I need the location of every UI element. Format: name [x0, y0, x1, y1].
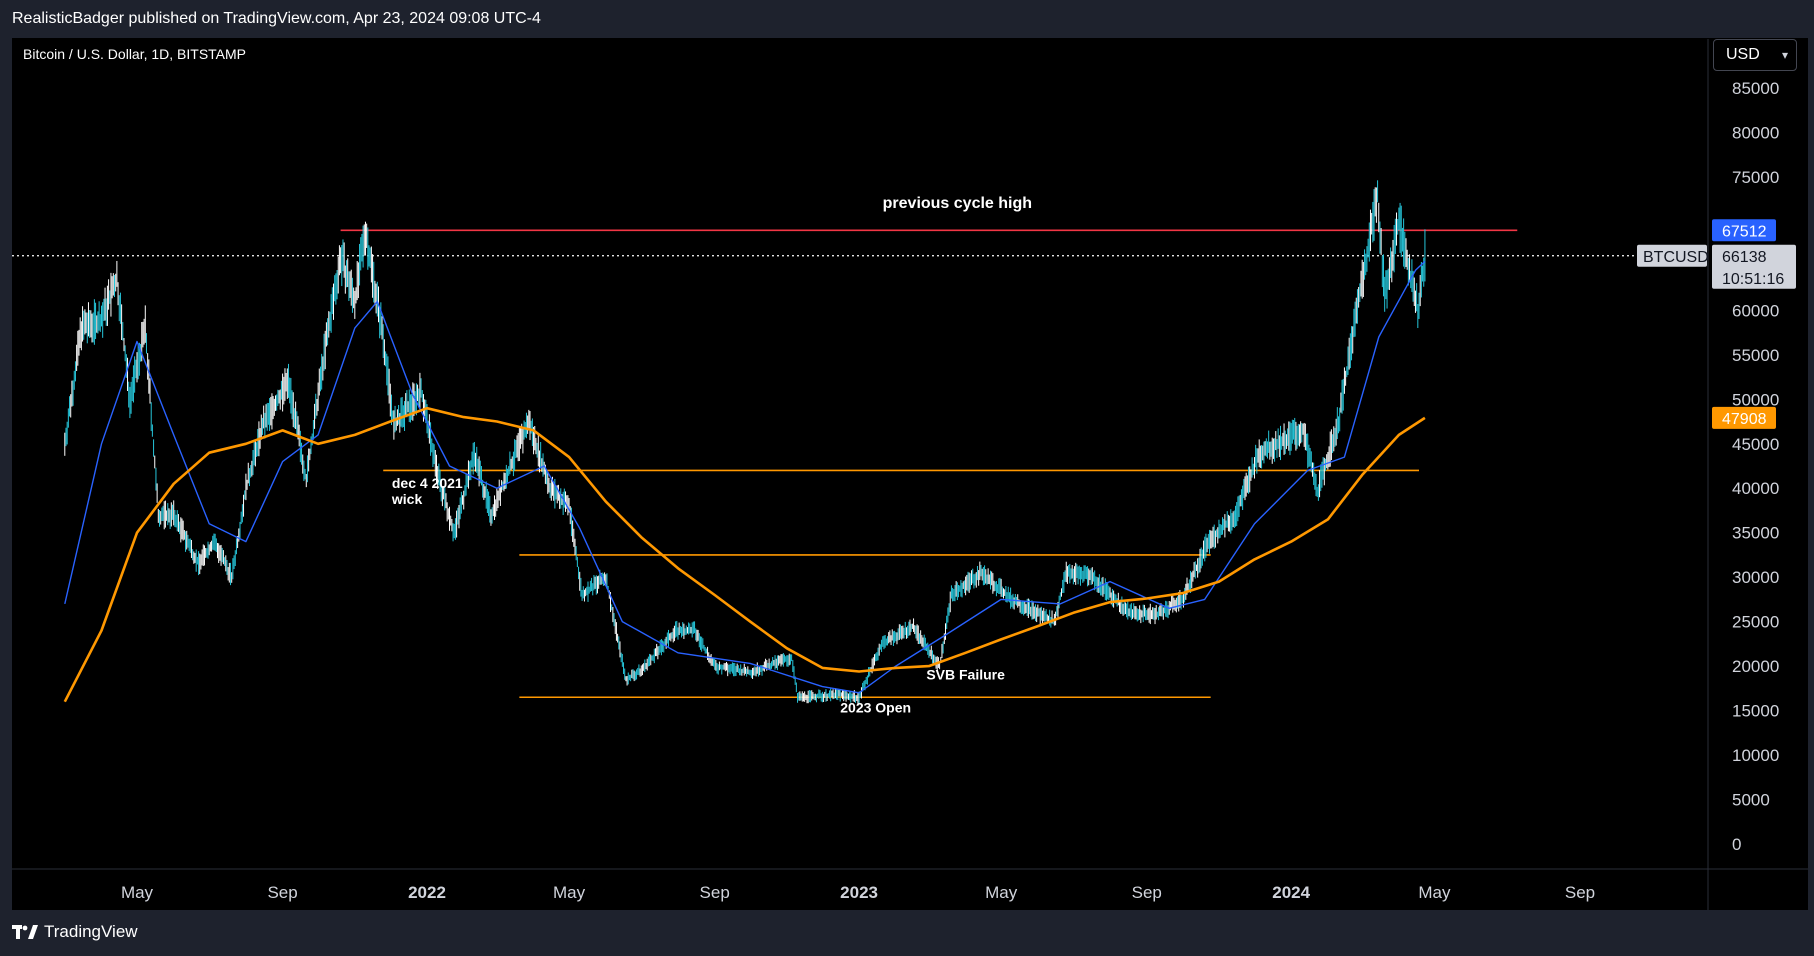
ma-fast-line	[64, 260, 1426, 694]
y-tick-label: 60000	[1732, 301, 1779, 320]
x-tick-label: May	[121, 883, 154, 902]
currency-selector[interactable]: USD ▾	[1713, 39, 1797, 71]
y-tick-label: 25000	[1732, 613, 1779, 632]
y-tick-label: 0	[1732, 835, 1741, 854]
x-tick-label: May	[553, 883, 586, 902]
y-tick-label: 55000	[1732, 346, 1779, 365]
brand-label: TradingView	[44, 922, 138, 941]
x-tick-label: Sep	[700, 883, 730, 902]
ma-slow-line	[63, 406, 1426, 703]
annotation-label: SVB Failure	[926, 666, 1005, 682]
y-tick-label: 15000	[1732, 702, 1779, 721]
symbol-tag-box	[1637, 244, 1707, 267]
symbol-tag-label: BTCUSD	[1643, 249, 1709, 266]
price-tag-value: 67512	[1722, 223, 1767, 240]
y-tick-label: 30000	[1732, 568, 1779, 587]
annotation-label: previous cycle high	[883, 195, 1032, 212]
x-tick-label: Sep	[1132, 883, 1162, 902]
y-tick-label: 20000	[1732, 657, 1779, 676]
y-tick-label: 45000	[1732, 435, 1779, 454]
currency-label: USD	[1726, 46, 1760, 63]
tradingview-icon	[12, 925, 38, 939]
annotation-label: 2023 Open	[840, 699, 911, 715]
y-tick-label: 75000	[1732, 168, 1779, 187]
price-tag: 47908	[1712, 406, 1776, 429]
x-tick-label: 2022	[408, 883, 446, 902]
footer	[0, 910, 1814, 956]
x-tick-label: May	[1418, 883, 1451, 902]
plot-area	[12, 180, 1708, 704]
annotation-label: wick	[391, 491, 423, 507]
countdown-value: 10:51:16	[1722, 271, 1784, 288]
y-tick-label: 35000	[1732, 524, 1779, 543]
last-price-box	[1712, 244, 1796, 289]
annotation-label: dec 4 2021	[392, 475, 463, 491]
x-tick-label: Sep	[1565, 883, 1595, 902]
x-tick-label: May	[985, 883, 1018, 902]
chevron-down-icon: ▾	[1781, 48, 1788, 62]
published-line: RealisticBadger published on TradingView…	[0, 0, 1814, 38]
price-tag-value: 47908	[1722, 411, 1767, 428]
y-tick-label: 40000	[1732, 479, 1779, 498]
candles-group	[64, 180, 1426, 704]
y-tick-label: 85000	[1732, 79, 1779, 98]
tradingview-logo[interactable]: TradingView	[12, 922, 138, 942]
y-tick-label: 50000	[1732, 390, 1779, 409]
symbol-title: Bitcoin / U.S. Dollar, 1D, BITSTAMP	[23, 46, 247, 62]
y-tick-label: 5000	[1732, 791, 1770, 810]
y-tick-label: 80000	[1732, 123, 1779, 142]
y-tick-label: 10000	[1732, 746, 1779, 765]
chart-frame[interactable]	[12, 38, 1808, 910]
x-tick-label: 2023	[840, 883, 878, 902]
x-tick-label: 2024	[1272, 883, 1310, 902]
x-tick-label: Sep	[267, 883, 297, 902]
price-tag: 67512	[1712, 219, 1776, 242]
price-tag-box	[1712, 406, 1776, 429]
last-price-value: 66138	[1722, 249, 1767, 266]
price-tag-box	[1712, 219, 1776, 242]
